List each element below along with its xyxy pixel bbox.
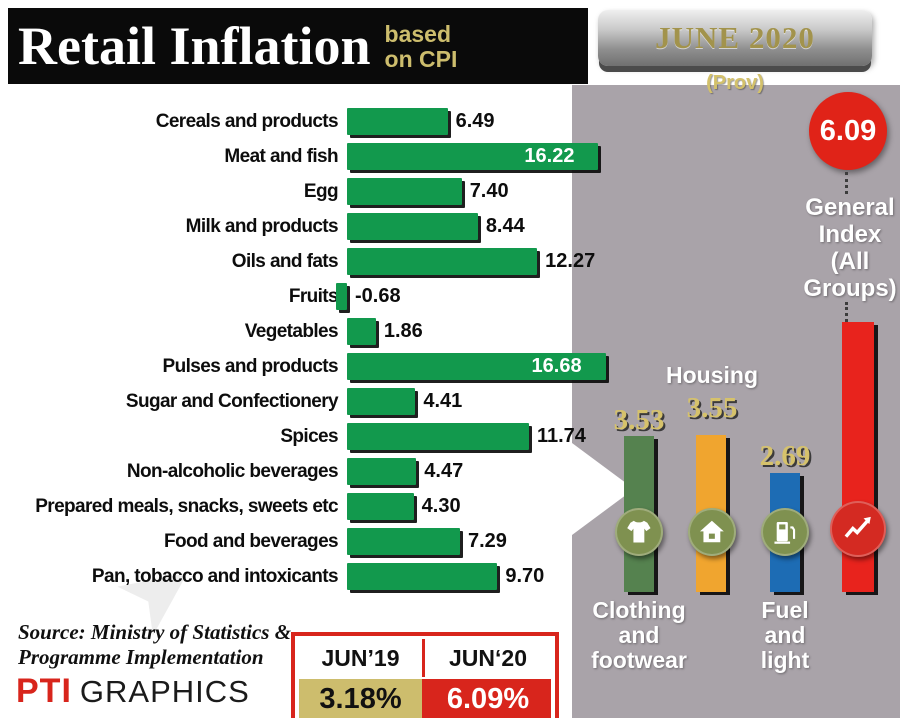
graphics-wordmark: GRAPHICS	[79, 674, 250, 709]
hbar	[347, 178, 462, 205]
fuel-light-label: Fuel and light	[760, 597, 810, 673]
hbar-row: Fruits -0.68	[16, 279, 696, 314]
clothing-value: 3.53	[613, 404, 665, 436]
hbar-row: Sugar and Confectionery 4.41	[16, 384, 696, 419]
hbar-row: Spices 11.74	[16, 419, 696, 454]
pti-logo: PTI	[16, 672, 72, 710]
hbar-row: Oils and fats 12.27	[16, 244, 696, 279]
hbar-value: 8.44	[485, 215, 525, 237]
hbar-value: 4.41	[423, 390, 463, 412]
hbar-category-label: Prepared meals, snacks, sweets etc	[35, 495, 338, 517]
hbar-value: 7.29	[467, 530, 507, 552]
hbar-value: 16.68	[531, 355, 582, 377]
dashed-connector-top	[845, 172, 848, 194]
clothing-icon	[615, 508, 663, 556]
clothing-footwear-label: Clothing and footwear	[591, 597, 687, 673]
hbar-row: Vegetables 1.86	[16, 314, 696, 349]
hbar	[347, 458, 417, 485]
general-index-label: General Index (All Groups)	[803, 194, 897, 302]
hbar-row: Cereals and products 6.49	[16, 104, 696, 139]
hbar	[347, 318, 376, 345]
hbar-category-label: Oils and fats	[231, 250, 339, 272]
general-index-circle: 6.09	[809, 92, 887, 170]
hbar	[336, 283, 347, 310]
hbar	[347, 143, 599, 170]
hbar	[347, 248, 538, 275]
hbar-value: 11.74	[536, 425, 586, 447]
hbar-row: Prepared meals, snacks, sweets etc 4.30	[16, 489, 696, 524]
prov-note: (Prov)	[706, 72, 764, 94]
hbar-row: Food and beverages 7.29	[16, 524, 696, 559]
hbar-value: 7.40	[469, 180, 509, 202]
hbar	[347, 493, 414, 520]
hbar-value: 9.70	[505, 565, 545, 587]
source-note: Source: Ministry of Statistics & Program…	[18, 620, 291, 670]
hbar-row: Egg 7.40	[16, 174, 696, 209]
hbar-category-label: Spices	[280, 425, 338, 447]
category-bar-chart: Cereals and products 6.49 Meat and fish 16.…	[16, 104, 696, 594]
subtitle-line2: on CPI	[384, 46, 458, 72]
hbar-category-label: Food and beverages	[164, 530, 339, 552]
hbar-value: 6.49	[455, 110, 495, 132]
hbar-category-label: Meat and fish	[224, 145, 338, 167]
housing-label: Housing	[666, 362, 758, 388]
hbar-value: -0.68	[355, 285, 401, 307]
hbar-category-label: Non-alcoholic beverages	[126, 460, 339, 482]
hbar-category-label: Egg	[303, 180, 339, 202]
hbar	[347, 388, 416, 415]
fuel-icon	[761, 508, 809, 556]
subtitle-based-on-cpi: based on CPI	[385, 20, 458, 72]
housing-value: 3.55	[686, 392, 738, 424]
comparison-value-row: 3.18% 6.09%	[299, 679, 551, 718]
hbar-row: Milk and products 8.44	[16, 209, 696, 244]
hbar-category-label: Pulses and products	[162, 355, 339, 377]
hbar-row: Meat and fish 16.22	[16, 139, 696, 174]
jun19-value: 3.18%	[299, 679, 425, 718]
jun20-header: JUN‘20	[449, 644, 527, 671]
pti-graphics-credit: PTI GRAPHICS	[16, 672, 250, 711]
hbar	[347, 108, 448, 135]
hbar	[347, 528, 460, 555]
trend-icon	[830, 501, 886, 557]
hbar-row: Pulses and products 16.68	[16, 349, 696, 384]
hbar-value: 1.86	[383, 320, 423, 342]
source-line2: Programme Implementation	[18, 645, 264, 669]
fuel-value: 2.69	[759, 440, 811, 472]
hbar	[347, 353, 606, 380]
hbar-row: Non-alcoholic beverages 4.47	[16, 454, 696, 489]
comparison-header-row: JUN’19 JUN‘20	[299, 639, 551, 677]
hbar-value: 4.30	[421, 495, 461, 517]
hbar-value: 4.47	[424, 460, 464, 482]
jun20-value: 6.09%	[425, 679, 551, 718]
date-badge: JUNE 2020	[598, 10, 872, 66]
hbar-category-label: Sugar and Confectionery	[125, 390, 339, 412]
hbar-value: 12.27	[545, 250, 596, 272]
header-bar: Retail Inflation based on CPI	[8, 8, 588, 84]
hbar	[347, 213, 478, 240]
source-line1: Source: Ministry of Statistics &	[18, 620, 292, 644]
house-icon	[688, 508, 736, 556]
general-index-value: 6.09	[819, 114, 877, 147]
hbar	[347, 563, 498, 590]
hbar-category-label: Milk and products	[185, 215, 339, 237]
hbar-category-label: Pan, tobacco and intoxicants	[91, 565, 339, 587]
hbar-category-label: Fruits	[288, 285, 339, 307]
year-comparison-box: JUN’19 JUN‘20 3.18% 6.09%	[291, 632, 559, 718]
hbar	[347, 423, 529, 450]
page-title: Retail Inflation	[18, 16, 371, 76]
subtitle-line1: based	[384, 21, 451, 47]
hbar-value: 16.22	[524, 145, 575, 167]
hbar-category-label: Vegetables	[244, 320, 339, 342]
hbar-row: Pan, tobacco and intoxicants 9.70	[16, 559, 696, 594]
hbar-category-label: Cereals and products	[155, 110, 339, 132]
dashed-connector-bottom	[845, 302, 848, 322]
jun19-header: JUN’19	[299, 639, 425, 677]
